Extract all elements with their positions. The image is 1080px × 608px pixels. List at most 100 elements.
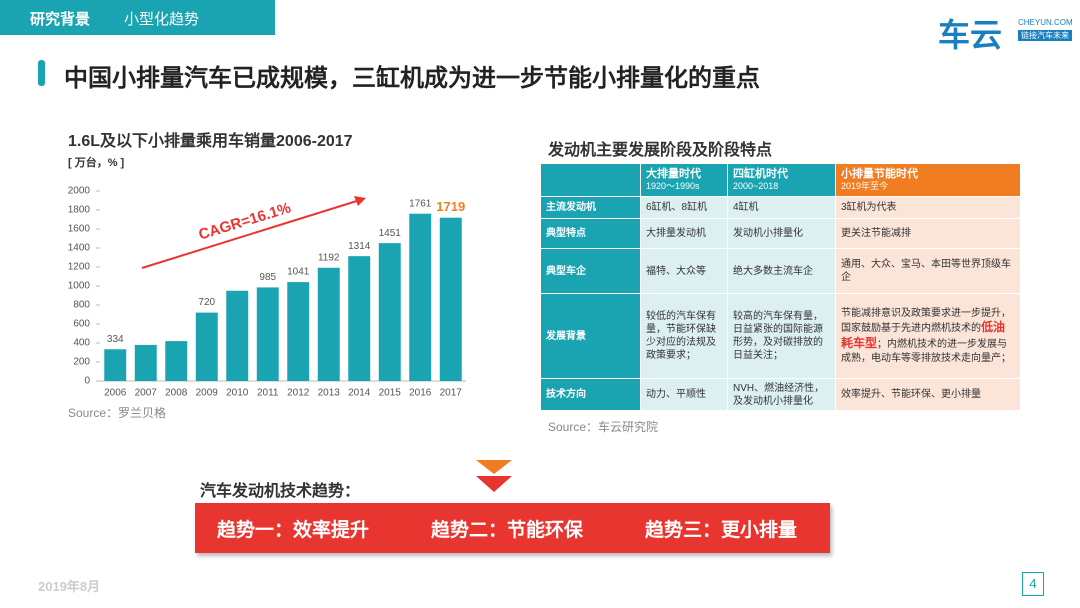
chart-title: 1.6L及以下小排量乘用车销量2006-2017 (68, 131, 353, 150)
y-tick-label: 1400 (68, 243, 91, 254)
x-tick-label: 2013 (318, 388, 341, 399)
row-label: 发展背景 (540, 293, 641, 379)
table-title: 发动机主要发展阶段及阶段特点 (548, 142, 773, 159)
chart-source: Source：罗兰贝格 (68, 405, 166, 420)
y-tick-label: 2000 (68, 186, 91, 197)
y-tick-label: 600 (73, 319, 90, 330)
table-cell: NVH、燃油经济性，及发动机小排量化 (727, 378, 836, 411)
title-marker (38, 60, 45, 86)
emphasis: 低油耗车型 (841, 320, 1006, 350)
y-tick-label: 200 (73, 357, 90, 368)
value-label: 1314 (348, 241, 371, 252)
chart-subtitle: [ 万台，% ] (68, 155, 125, 169)
x-tick-label: 2017 (440, 388, 463, 399)
title: 中国小排量汽车已成规模，三缸机成为进一步节能小排量化的重点 (64, 65, 760, 92)
x-tick-label: 2016 (409, 388, 432, 399)
header-years: 1920～1990s (646, 181, 700, 192)
value-label: 720 (198, 297, 215, 308)
trend-item: 趋势二：节能环保 (431, 520, 584, 541)
table-cell: 3缸机为代表 (835, 196, 1021, 219)
table-cell: 4缸机 (727, 196, 836, 219)
table-row: 技术方向 动力、平顺性 NVH、燃油经济性，及发动机小排量化 效率提升、节能环保、更小… (540, 378, 1021, 411)
bar (226, 290, 249, 381)
row-label: 技术方向 (540, 378, 641, 411)
header-band (0, 0, 275, 35)
value-label: 334 (107, 334, 124, 345)
page-number: 4 (1022, 572, 1044, 596)
bar (165, 341, 188, 381)
cell-text: 节能减排意识及政策要求进一步提升，国家鼓励基于先进内燃机技术的 (841, 308, 1011, 335)
x-tick-label: 2008 (165, 388, 188, 399)
table-cell: 较高的汽车保有量，日益紧张的国际能源形势，及对碳排放的日益关注； (727, 293, 836, 379)
value-label: 1719 (436, 199, 465, 214)
table-cell: 绝大多数主流车企 (727, 248, 836, 294)
bar (256, 287, 279, 381)
table-cell: 发动机小排量化 (727, 218, 836, 249)
trends-label: 汽车发动机技术趋势： (200, 483, 361, 500)
x-tick-label: 2014 (348, 388, 371, 399)
trend-arrow (141, 199, 361, 269)
header-years: 2019年至今 (841, 181, 889, 192)
table-cell: 效率提升、节能环保、更小排量 (835, 378, 1021, 411)
table-cell: 6缸机、8缸机 (640, 196, 728, 219)
y-tick-label: 400 (73, 338, 90, 349)
down-arrows (476, 460, 512, 492)
logo: 车云 (938, 17, 1003, 53)
bar (439, 217, 462, 381)
trend-item: 趋势一：效率提升 (217, 520, 370, 541)
y-tick-label: 1200 (68, 262, 91, 273)
bar (317, 267, 340, 381)
date: 2019年8月 (38, 579, 101, 594)
table-cell: 较低的汽车保有量，节能环保缺少对应的法规及政策要求； (640, 293, 728, 379)
bar (378, 243, 401, 381)
x-tick-label: 2010 (226, 388, 249, 399)
y-tick-label: 800 (73, 300, 90, 311)
trends-box: 趋势一：效率提升 趋势二：节能环保 趋势三：更小排量 (195, 503, 830, 553)
table-header-row: 大排量时代 1920～1990s 四缸机时代 2000~2018 小排量节能时代 2019… (540, 163, 1021, 197)
x-tick-label: 2012 (287, 388, 310, 399)
table-row: 发展背景 较低的汽车保有量，节能环保缺少对应的法规及政策要求； 较高的汽车保有量，日… (540, 293, 1021, 379)
logo-slogan: 链接汽车未来 (1018, 30, 1072, 41)
trend-item: 趋势三：更小排量 (645, 520, 798, 541)
trend-arrowhead (354, 196, 366, 206)
x-tick-label: 2007 (135, 388, 158, 399)
value-label: 1041 (287, 267, 310, 278)
value-label: 985 (259, 272, 276, 283)
table-row: 典型特点 大排量发动机 发动机小排量化 更关注节能减排 (540, 218, 1021, 249)
row-label: 典型车企 (540, 248, 641, 294)
table-cell: 节能减排意识及政策要求进一步提升，国家鼓励基于先进内燃机技术的低油耗车型；内燃机… (835, 293, 1021, 379)
row-label: 典型特点 (540, 218, 641, 249)
bar (104, 349, 127, 381)
logo-url: CHEYUN.COM (1018, 18, 1073, 27)
y-tick-label: 1000 (68, 281, 91, 292)
table-row: 典型车企 福特、大众等 绝大多数主流车企 通用、大众、宝马、本田等世界顶级车企 (540, 248, 1021, 294)
header-years: 2000~2018 (733, 181, 779, 192)
section: 研究背景 (30, 11, 91, 28)
x-tick-label: 2015 (379, 388, 402, 399)
table-cell: 福特、大众等 (640, 248, 728, 294)
x-tick-label: 2011 (257, 388, 279, 399)
y-tick-label: 1800 (68, 205, 91, 216)
table-cell: 大排量发动机 (640, 218, 728, 249)
header-stage: 小排量节能时代 (841, 168, 918, 180)
table-source: Source：车云研究院 (548, 420, 659, 434)
bar (134, 344, 157, 381)
header-stage: 四缸机时代 (733, 168, 788, 180)
bar (348, 256, 371, 381)
x-tick-label: 2006 (104, 388, 127, 399)
y-tick-label: 0 (84, 376, 90, 387)
bar (287, 282, 310, 381)
value-label: 1192 (318, 252, 340, 263)
bar (195, 312, 218, 381)
header-cell (540, 163, 641, 197)
header-cell: 大排量时代 1920～1990s (640, 163, 728, 197)
bar (409, 213, 432, 381)
y-tick-label: 1600 (68, 224, 91, 235)
value-label: 1761 (409, 198, 432, 209)
cell-text: ；内燃机技术的进一步发展与成熟，电动车等零排放技术走向量产； (841, 339, 1011, 364)
stage-table: 大排量时代 1920～1990s 四缸机时代 2000~2018 小排量节能时代 2019… (540, 163, 1021, 411)
header-cell: 四缸机时代 2000~2018 (727, 163, 836, 197)
row-label: 主流发动机 (540, 196, 641, 219)
header-stage: 大排量时代 (646, 168, 701, 180)
x-tick-label: 2009 (196, 388, 219, 399)
